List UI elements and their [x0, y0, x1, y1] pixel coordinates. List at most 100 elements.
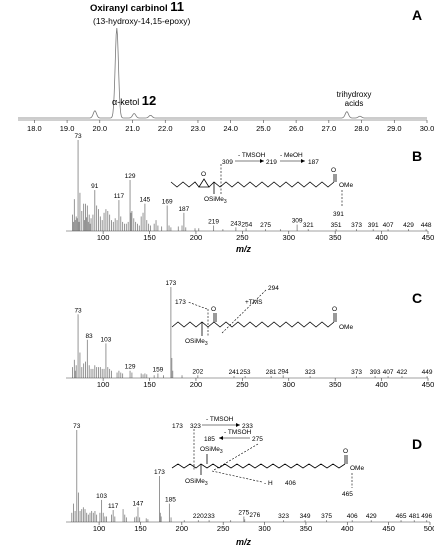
svg-text:323: 323	[190, 423, 201, 430]
svg-text:O: O	[343, 448, 348, 455]
panel-c-tick-label: 200	[190, 380, 203, 389]
panel-b-x-ticks: 100 150 200 250 300 350 400 450	[97, 231, 434, 242]
panel-a-tick-label: 30.0	[420, 124, 434, 133]
panel-d-peak-label: 481	[409, 513, 420, 520]
panel-c-peak-label: 159	[152, 366, 163, 373]
panel-b-tick-label: 400	[375, 233, 388, 242]
panel-d-peak-label: 323	[278, 513, 289, 520]
svg-text:309: 309	[222, 159, 233, 166]
panel-c-x-ticks: 100 150 200 250 300 350 400 450	[97, 378, 434, 389]
panel-b-peak-label: 91	[91, 183, 99, 190]
panel-d-tick-label: 450	[382, 524, 395, 533]
panel-b-peak-label: 129	[125, 173, 136, 180]
panel-d-peak-label: 275	[238, 509, 249, 516]
panel-b-peak-label: 321	[303, 222, 314, 229]
svg-text:465: 465	[342, 491, 353, 498]
panel-a-tick-label: 25.0	[256, 124, 271, 133]
panel-d-label: D	[412, 436, 422, 452]
panel-b-peak-label: 187	[178, 206, 189, 213]
ketol-peak-annotation: α-ketol 12	[112, 93, 156, 108]
panel-c-tick-label: 150	[143, 380, 156, 389]
svg-text:- TMSOH: - TMSOH	[238, 152, 266, 159]
structure-d: 173 323 - TMSOH 233 185 - TMSOH 275 OSiM…	[171, 416, 364, 498]
panel-a-tick-label: 29.0	[387, 124, 402, 133]
panel-d-tick-label: 100	[93, 524, 106, 533]
panel-c-tick-label: 100	[97, 380, 110, 389]
panel-a-tick-label: 24.0	[223, 124, 238, 133]
svg-text:- TMSOH: - TMSOH	[224, 429, 252, 436]
panel-d-tick-label: 500	[424, 524, 434, 533]
svg-text:406: 406	[285, 480, 296, 487]
panel-c-peak-label: 407	[383, 369, 394, 376]
panel-d-tick-label: 350	[300, 524, 313, 533]
svg-text:219: 219	[266, 159, 277, 166]
panel-d-peak-label: 406	[347, 513, 358, 520]
panel-a-tick-label: 21.0	[125, 124, 140, 133]
panel-d-x-ticks: 100 150 200 250 300 350 400 450 500	[93, 522, 434, 533]
panel-c-peak-label: 281	[266, 369, 277, 376]
panel-b-peak-label: 309	[292, 218, 303, 225]
panel-d-tick-label: 200	[176, 524, 189, 533]
svg-text:- TMSOH: - TMSOH	[206, 416, 234, 423]
panel-d-bars	[71, 430, 428, 522]
panel-b-peak-label: 275	[260, 222, 271, 229]
panel-b-peak-label: 243	[230, 220, 241, 227]
svg-text:173: 173	[175, 299, 186, 306]
panel-d-peak-label: 465	[396, 513, 407, 520]
panel-c-tick-label: 300	[283, 380, 296, 389]
panel-b-peak-label: 145	[139, 197, 150, 204]
panel-c-peak-label: 449	[422, 369, 433, 376]
panel-b-tick-label: 150	[143, 233, 156, 242]
panel-b-peak-label: 351	[331, 222, 342, 229]
panel-c-bars	[72, 287, 428, 378]
panel-d-peak-label: 185	[165, 497, 176, 504]
panel-c-peak-label: 253	[240, 369, 251, 376]
panel-a-tick-label: 19.0	[60, 124, 75, 133]
panel-d-peak-label: 73	[73, 423, 81, 430]
panel-d-tick-label: 250	[217, 524, 230, 533]
panel-b-peak-label: 429	[403, 222, 414, 229]
panel-c-peak-label: 241	[229, 369, 240, 376]
panel-c: C 100 150 200 250 300 350 400 450 73 83 103 129 159…	[66, 280, 434, 389]
svg-text:173: 173	[172, 423, 183, 430]
panel-c-label: C	[412, 290, 422, 306]
panel-d-peak-label: 220	[193, 513, 204, 520]
panel-a-tick-label: 27.0	[322, 124, 337, 133]
panel-b-bars	[72, 140, 427, 231]
panel-b-peak-label: 391	[368, 222, 379, 229]
panel-d-peak-label: 173	[154, 469, 165, 476]
panel-c-peak-label: 393	[370, 369, 381, 376]
svg-text:OSiMe3: OSiMe3	[204, 196, 227, 205]
panel-b-tick-label: 450	[422, 233, 434, 242]
panel-b-tick-label: 250	[236, 233, 249, 242]
svg-text:187: 187	[308, 159, 319, 166]
panel-d-tick-label: 400	[341, 524, 354, 533]
panel-b: B 100 150 200 250 300 350 400 450 73 91 117 129 145…	[66, 133, 434, 254]
panel-b-label: B	[412, 148, 422, 164]
trihydroxy-annotation: trihydroxy	[337, 90, 372, 99]
svg-text:294: 294	[268, 285, 279, 292]
panel-c-tick-label: 250	[236, 380, 249, 389]
panel-c-peak-label: 73	[74, 307, 82, 314]
panel-c-tick-label: 350	[329, 380, 342, 389]
panel-a-tick-label: 23.0	[191, 124, 206, 133]
panel-b-peak-label: 73	[74, 133, 82, 140]
panel-c-peak-label: 422	[397, 369, 408, 376]
svg-text:+TMS: +TMS	[245, 299, 263, 306]
panel-c-peak-label: 373	[351, 369, 362, 376]
panel-b-peak-label: 373	[351, 222, 362, 229]
panel-d-x-label: m/z	[236, 537, 252, 547]
panel-d-peak-label: 103	[96, 493, 107, 500]
svg-text:185: 185	[204, 436, 215, 443]
svg-text:O: O	[332, 306, 337, 313]
panel-d-peak-label: 429	[366, 513, 377, 520]
panel-d-tick-label: 150	[134, 524, 147, 533]
panel-d-peak-label: 496	[421, 513, 432, 520]
svg-text:O: O	[201, 171, 206, 178]
panel-d-peak-label: 147	[133, 500, 144, 507]
svg-text:O: O	[211, 306, 216, 313]
panel-b-peak-label: 448	[421, 222, 432, 229]
